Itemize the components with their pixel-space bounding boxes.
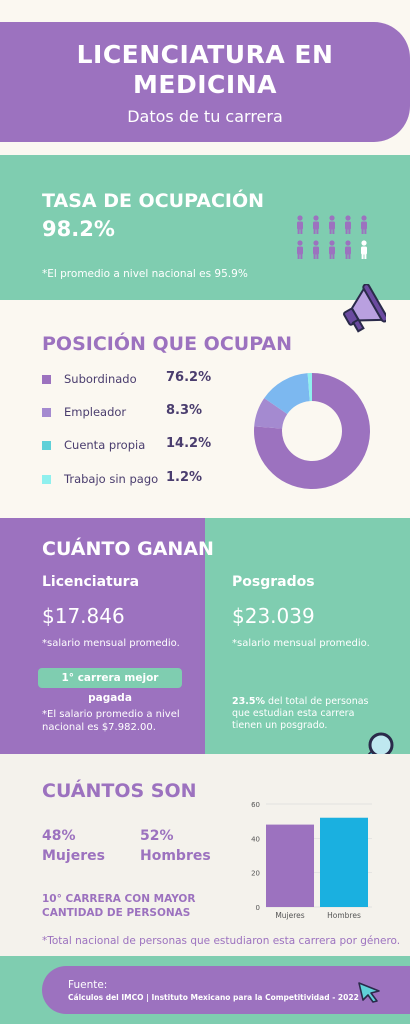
donut-slice (264, 373, 310, 415)
person-icon (345, 215, 351, 234)
position-label: Cuenta propia (64, 438, 146, 452)
x-tick-label: Hombres (327, 911, 361, 920)
posgrados-note: *salario mensual promedio. (232, 638, 370, 649)
position-value: 1.2% (166, 470, 203, 485)
earnings-right-panel (205, 518, 410, 754)
donut-slice (254, 398, 288, 429)
earnings-left-panel (0, 518, 205, 754)
y-tick-label: 0 (256, 904, 260, 912)
occupancy-title: TASA DE OCUPACIÓN (42, 190, 265, 212)
legend-swatch (42, 475, 51, 484)
legend-swatch (42, 408, 51, 417)
y-tick-label: 60 (251, 801, 260, 809)
y-tick-label: 20 (251, 870, 260, 878)
rank-text: 10° CARRERA CON MAYOR CANTIDAD DE PERSON… (42, 892, 242, 920)
y-tick-label: 40 (251, 835, 260, 843)
footer-source: Cálculos del IMCO | Instituto Mexicano p… (68, 993, 359, 1002)
footer-heading: Fuente: (68, 979, 108, 991)
position-title: POSICIÓN QUE OCUPAN (42, 333, 292, 355)
person-icon (313, 215, 319, 234)
person-icon (313, 240, 319, 259)
bar (320, 817, 368, 907)
person-icon (297, 240, 303, 259)
x-tick-label: Mujeres (275, 911, 304, 920)
gender-bar-chart: 0 20 40 60 Mujeres Hombres (251, 801, 372, 920)
posgrados-salary: $23.039 (232, 604, 315, 628)
posgrado-share-pct: 23.5% (232, 696, 265, 707)
person-icon (361, 215, 367, 234)
people-icon-grid (297, 215, 367, 259)
rank-line-2: CANTIDAD DE PERSONAS (42, 907, 191, 919)
posgrados-heading: Posgrados (232, 574, 315, 590)
position-label: Empleador (64, 405, 127, 419)
cursor-icon (358, 982, 380, 1003)
person-icon (345, 240, 351, 259)
women-pct: 48% (42, 828, 76, 844)
rank-line-1: 10° CARRERA CON MAYOR (42, 893, 196, 905)
licenciatura-note: *salario mensual promedio. (42, 638, 180, 649)
men-pct: 52% (140, 828, 174, 844)
person-icon (329, 215, 335, 234)
national-salary-note: *El salario promedio a nivel nacional es… (42, 709, 180, 733)
best-paid-badge: 1° carrera mejor pagada (38, 668, 182, 704)
women-label: Mujeres (42, 848, 105, 864)
megaphone-icon (343, 284, 386, 333)
position-value: 76.2% (166, 370, 212, 385)
position-value: 8.3% (166, 403, 203, 418)
position-donut-chart (254, 373, 370, 489)
licenciatura-heading: Licenciatura (42, 574, 140, 590)
page-title: LICENCIATURA EN MEDICINA (0, 40, 410, 100)
position-label: Trabajo sin pago (64, 472, 159, 486)
legend-swatch (42, 375, 51, 384)
person-icon (329, 240, 335, 259)
footer-banner (42, 966, 410, 1014)
men-label: Hombres (140, 848, 211, 864)
position-value: 14.2% (166, 436, 212, 451)
count-note: *Total nacional de personas que estudiar… (42, 935, 401, 947)
person-icon (361, 240, 367, 259)
posgrado-share-text: del total de personas que estudian esta … (232, 696, 369, 731)
licenciatura-salary: $17.846 (42, 604, 125, 628)
header-banner (0, 22, 410, 142)
posgrado-share-note: 23.5% del total de personas que estudian… (232, 696, 382, 732)
count-title: CUÁNTOS SON (42, 780, 197, 802)
occupancy-note: *El promedio a nivel nacional es 95.9% (42, 268, 248, 280)
occupancy-section (0, 155, 410, 300)
bar (266, 824, 314, 907)
donut-slice (307, 373, 312, 402)
title-line-1: LICENCIATURA EN (76, 40, 334, 69)
earnings-title: CUÁNTO GANAN (42, 538, 214, 560)
person-icon (297, 215, 303, 234)
donut-slice (254, 373, 370, 489)
occupancy-value: 98.2% (42, 217, 115, 241)
legend-swatch (42, 441, 51, 450)
title-line-2: MEDICINA (133, 70, 277, 99)
position-label: Subordinado (64, 372, 137, 386)
page-subtitle: Datos de tu carrera (127, 107, 283, 126)
